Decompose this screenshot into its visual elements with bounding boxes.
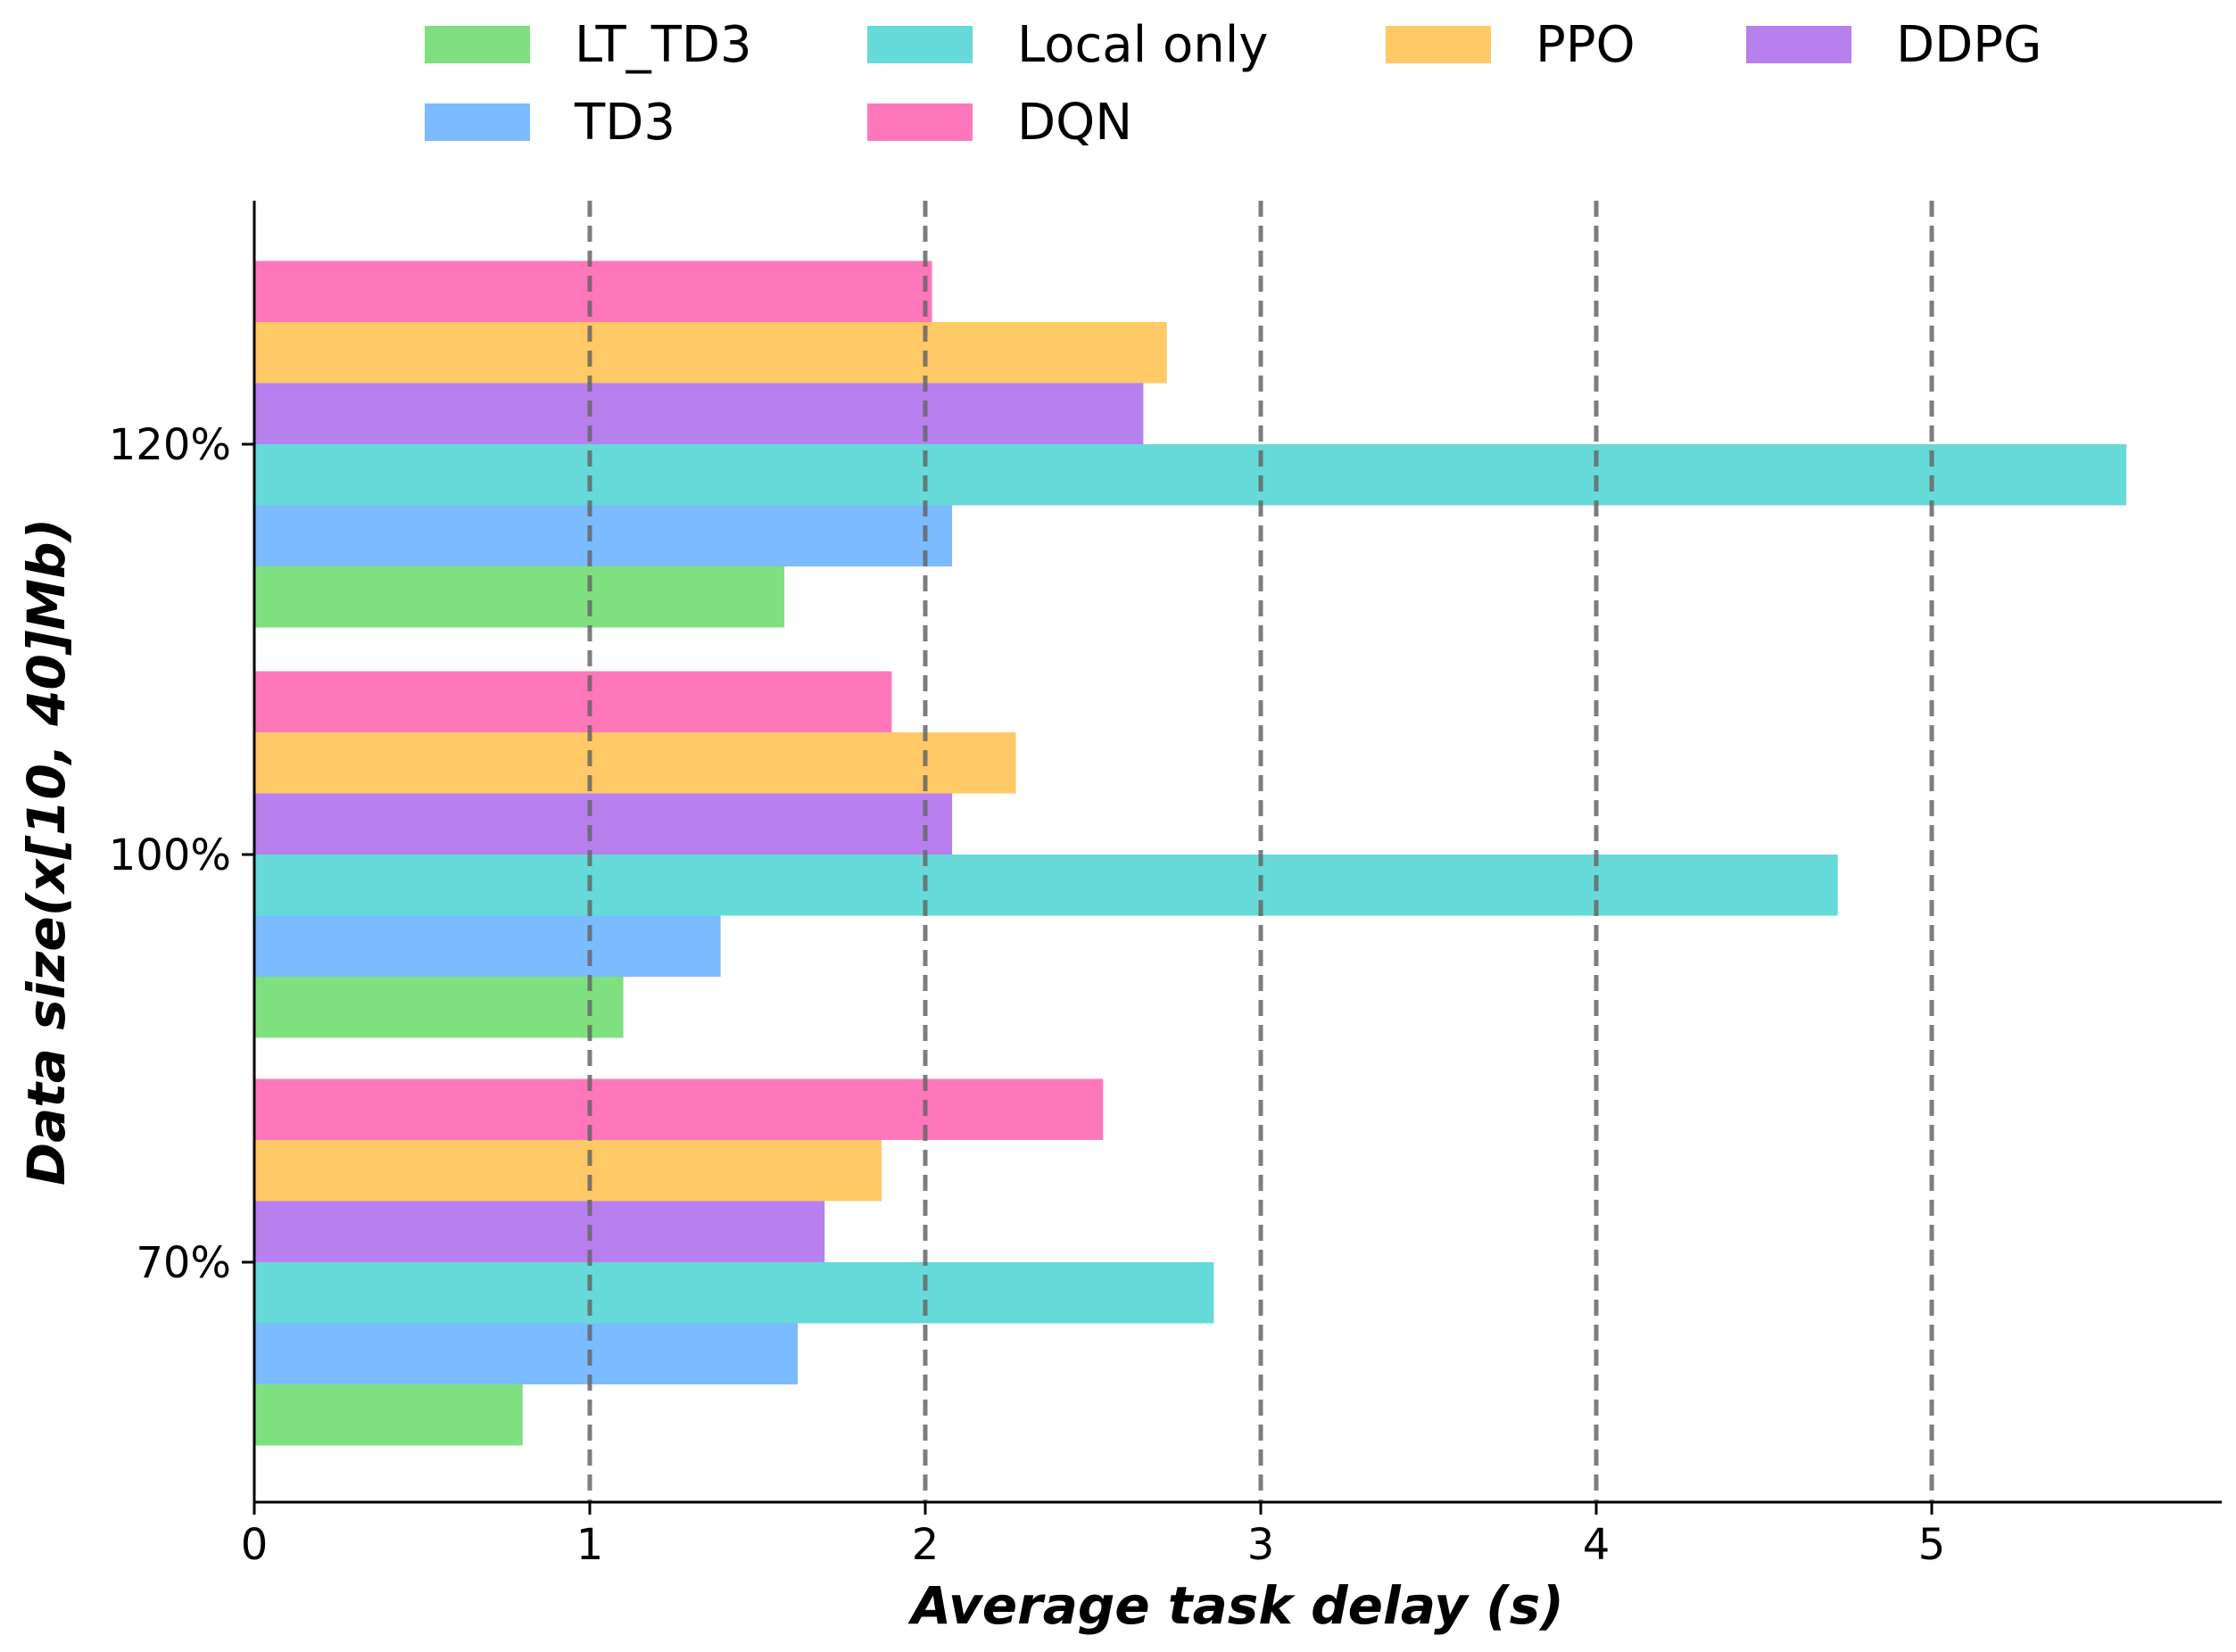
bar-lt-td3-70pct <box>254 1384 523 1446</box>
legend-label-ddpg: DDPG <box>1896 16 2041 74</box>
bar-dqn-120pct <box>254 260 932 322</box>
y-tick-label-70pct: 70% <box>136 1238 231 1288</box>
bar-lt-td3-120pct <box>254 566 785 628</box>
y-tick-label-100pct: 100% <box>109 830 231 880</box>
bar-local-only-100pct <box>254 855 1838 916</box>
legend-swatch-ddpg <box>1746 26 1851 63</box>
legend-swatch-lt-td3 <box>425 26 530 63</box>
bar-ppo-100pct <box>254 732 1016 794</box>
legend-label-ppo: PPO <box>1536 16 1636 74</box>
legend-label-lt-td3: LT_TD3 <box>575 16 752 74</box>
x-tick-label-1: 1 <box>576 1520 604 1570</box>
x-tick-label-3: 3 <box>1247 1520 1275 1570</box>
bar-ddpg-70pct <box>254 1201 825 1262</box>
x-tick-label-4: 4 <box>1583 1520 1611 1570</box>
legend-swatch-td3 <box>425 103 530 141</box>
bar-dqn-100pct <box>254 671 892 732</box>
legend-label-td3: TD3 <box>574 94 675 152</box>
legend-label-dqn: DQN <box>1017 94 1132 152</box>
y-tick-label-120pct: 120% <box>109 420 231 470</box>
x-axis-title: Average task delay (s) <box>907 1575 1563 1636</box>
bar-ddpg-100pct <box>254 793 953 855</box>
legend-label-local-only: Local only <box>1017 16 1268 74</box>
bar-td3-100pct <box>254 915 721 977</box>
legend: LT_TD3 Local only PPO DDPG TD3 DQN <box>425 16 2041 152</box>
bar-local-only-120pct <box>254 444 2127 506</box>
legend-swatch-local-only <box>867 26 973 63</box>
legend-swatch-dqn <box>867 103 973 141</box>
x-tick-label-2: 2 <box>912 1520 940 1570</box>
x-tick-label-0: 0 <box>241 1520 269 1570</box>
bar-ppo-120pct <box>254 322 1167 384</box>
bar-local-only-70pct <box>254 1262 1214 1324</box>
bar-td3-120pct <box>254 505 953 566</box>
bars <box>254 201 2127 1502</box>
bar-ppo-70pct <box>254 1140 882 1202</box>
bar-lt-td3-100pct <box>254 977 624 1038</box>
ticks: 0 1 2 3 4 5 70% 100% 120% <box>109 420 1946 1570</box>
legend-swatch-ppo <box>1386 26 1491 63</box>
bar-ddpg-120pct <box>254 383 1144 444</box>
y-axis-title: Data size(x[10, 40]Mb) <box>16 518 77 1185</box>
x-tick-label-5: 5 <box>1918 1520 1946 1570</box>
bar-td3-70pct <box>254 1323 799 1384</box>
bar-dqn-70pct <box>254 1078 1104 1140</box>
axes <box>253 201 2222 1504</box>
